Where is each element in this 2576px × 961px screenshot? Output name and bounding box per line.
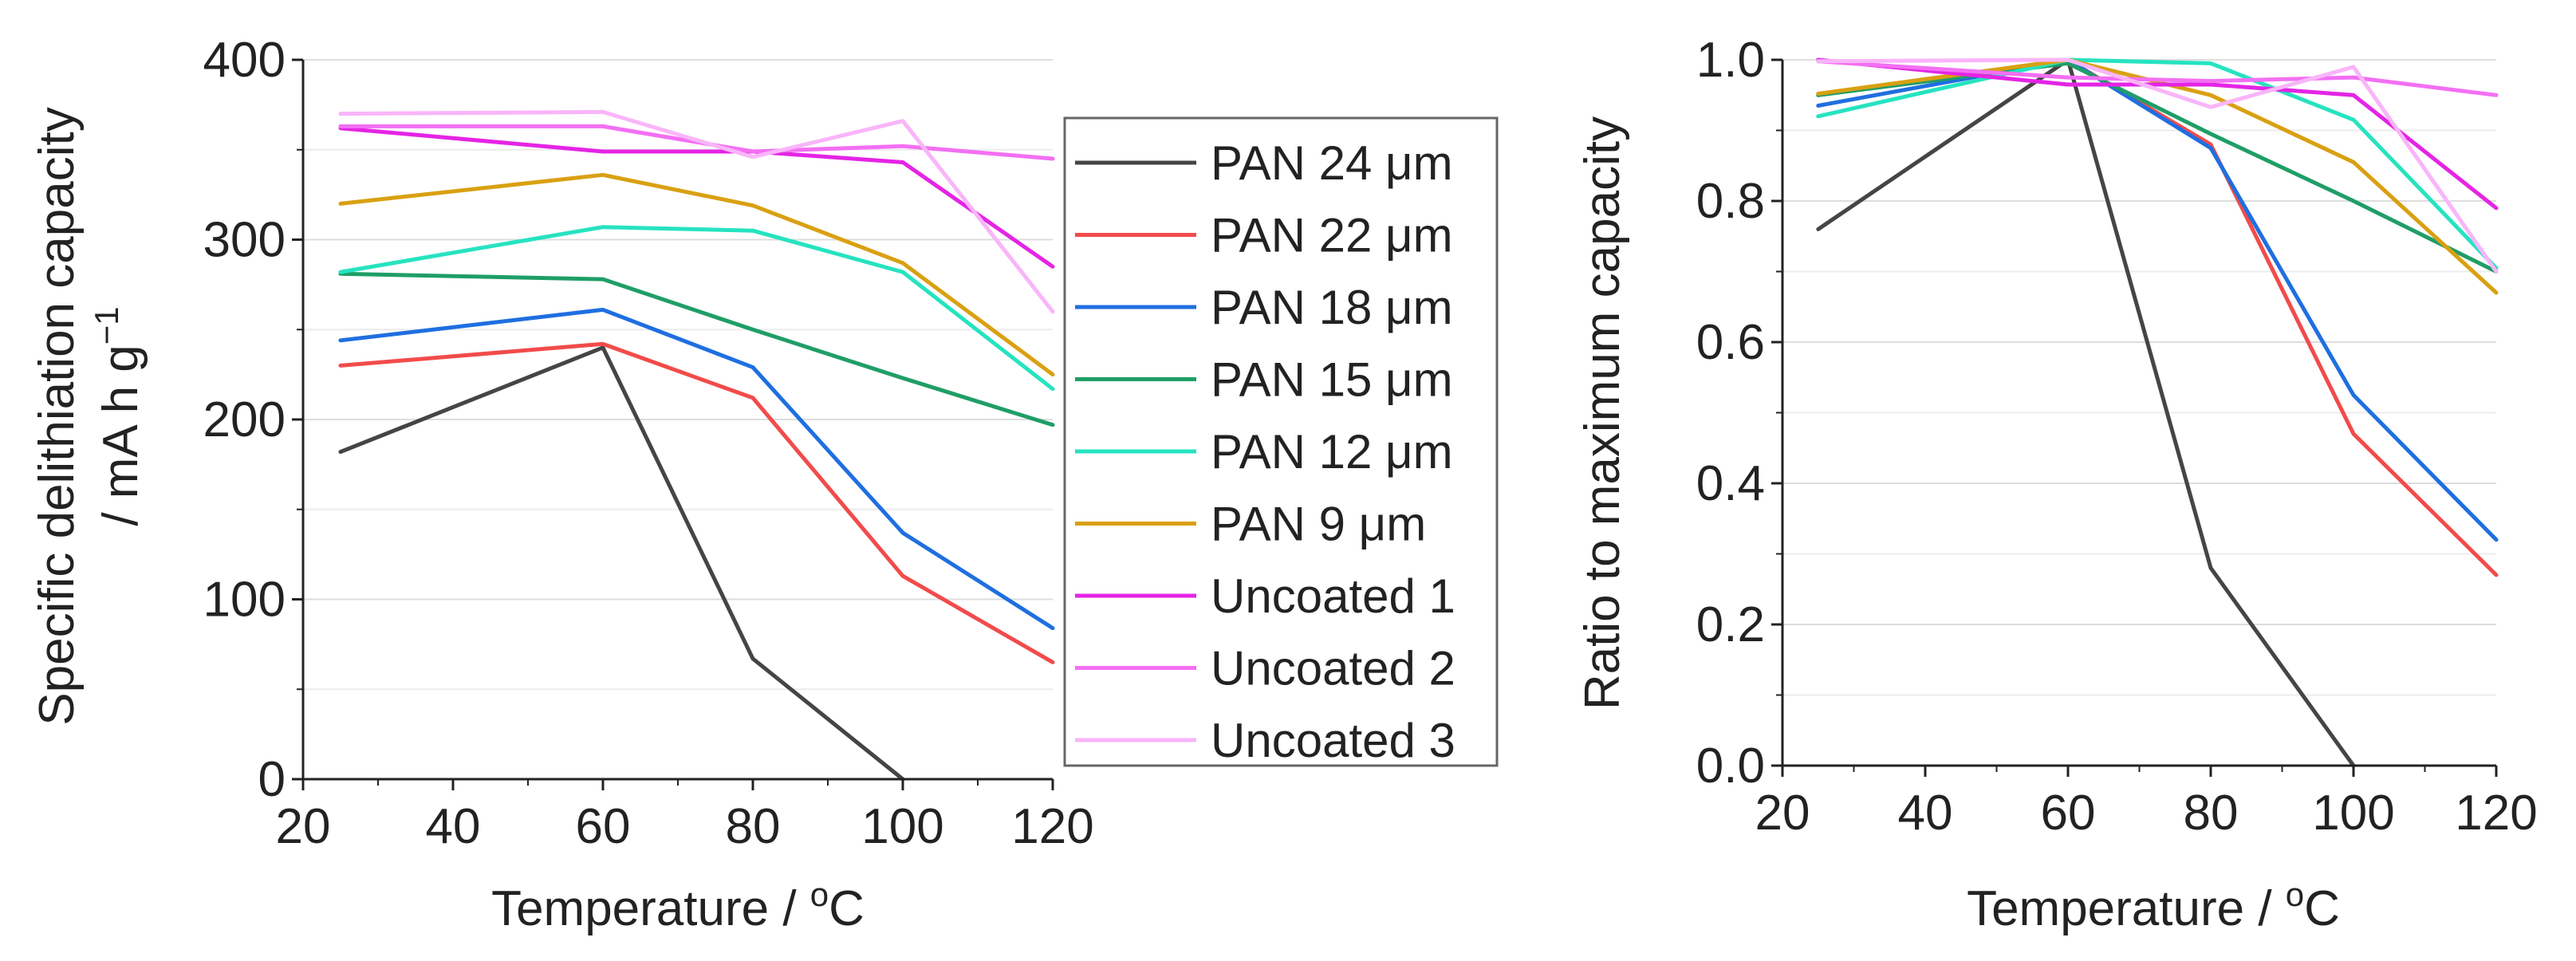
capacity-chart-x-tick-label: 120 <box>1011 799 1093 854</box>
ratio-chart-series-pan-12-m <box>1816 57 2499 270</box>
capacity-chart-x-tick-label: 80 <box>726 799 781 854</box>
legend-label-pan-18-m: PAN 18 μm <box>1211 281 1453 334</box>
capacity-chart-tick-labels: 0 100 200 300 400 20 40 60 80 100 120 <box>203 33 1094 854</box>
capacity-chart: 0 100 200 300 400 20 40 60 80 100 120 Temperature … <box>30 33 1499 936</box>
ratio-chart-x-tick-label: 20 <box>1755 786 1810 841</box>
ratio-chart-series-uncoated-2 <box>1816 59 2499 97</box>
ratio-chart-series-uncoated-3 <box>1816 57 2499 274</box>
legend-label-pan-22-m: PAN 22 μm <box>1211 209 1453 262</box>
capacity-chart-y-tick-label: 300 <box>203 213 286 268</box>
ratio-chart-x-tick-label: 100 <box>2312 786 2394 841</box>
ratio-chart-gridlines <box>1782 59 2496 696</box>
ratio-chart: 0.0 0.2 0.4 0.6 0.8 1.0 20 40 60 80 100 120 Tempera… <box>1575 33 2538 936</box>
ratio-chart-y-tick-label: 0.8 <box>1696 174 1765 229</box>
legend-label-uncoated-2: Uncoated 2 <box>1211 642 1455 695</box>
capacity-chart-y-tick-label: 200 <box>203 392 286 447</box>
capacity-chart-series-pan-15-m <box>338 271 1055 427</box>
capacity-chart-y-axis-title-line1: Specific delithiation capacity <box>30 107 85 725</box>
ratio-chart-x-tick-label: 80 <box>2184 786 2239 841</box>
capacity-chart-series-pan-22-m <box>338 341 1055 664</box>
capacity-chart-series-pan-9-m <box>338 172 1055 377</box>
capacity-chart-x-tick-label: 60 <box>576 799 631 854</box>
ratio-chart-axes <box>1771 58 2498 777</box>
ratio-chart-x-tick-label: 60 <box>2041 786 2096 841</box>
capacity-chart-series-uncoated-3 <box>338 109 1055 314</box>
ratio-chart-x-axis-title: Temperature / oC <box>1967 876 2340 936</box>
capacity-chart-x-tick-label: 40 <box>426 799 481 854</box>
legend-label-pan-9-m: PAN 9 μm <box>1211 498 1426 551</box>
capacity-chart-y-axis-title-line2: / mA h g−1 <box>88 306 148 526</box>
ratio-chart-series-lines <box>1816 57 2499 768</box>
legend-label-pan-12-m: PAN 12 μm <box>1211 425 1453 479</box>
ratio-chart-y-axis-title: Ratio to maximum capacity <box>1575 116 1630 710</box>
capacity-chart-x-axis-title: Temperature / oC <box>491 876 865 936</box>
ratio-chart-x-tick-label: 40 <box>1898 786 1953 841</box>
legend-label-uncoated-1: Uncoated 1 <box>1211 569 1455 623</box>
legend-label-pan-24-m: PAN 24 μm <box>1211 136 1453 190</box>
ratio-chart-y-tick-label: 0.6 <box>1696 315 1765 370</box>
ratio-chart-tick-labels: 0.0 0.2 0.4 0.6 0.8 1.0 20 40 60 80 100 120 <box>1696 33 2538 841</box>
ratio-chart-y-tick-label: 0.0 <box>1696 738 1765 794</box>
capacity-chart-y-tick-label: 400 <box>203 33 286 88</box>
capacity-chart-x-tick-label: 20 <box>276 799 331 854</box>
ratio-chart-y-tick-label: 0.4 <box>1696 456 1765 511</box>
legend-box <box>1063 116 1499 767</box>
capacity-chart-series-pan-18-m <box>338 307 1055 631</box>
capacity-chart-x-tick-label: 100 <box>861 799 943 854</box>
capacity-chart-series-uncoated-2 <box>338 124 1055 161</box>
capacity-chart-series-pan-12-m <box>338 225 1055 392</box>
capacity-chart-series-lines <box>338 109 1055 782</box>
ratio-chart-y-tick-label: 0.2 <box>1696 597 1765 652</box>
legend-label-uncoated-3: Uncoated 3 <box>1211 714 1455 767</box>
legend-label-pan-15-m: PAN 15 μm <box>1211 353 1453 407</box>
ratio-chart-x-tick-label: 120 <box>2455 786 2537 841</box>
capacity-chart-series-pan-24-m <box>338 345 905 782</box>
ratio-chart-y-tick-label: 1.0 <box>1696 33 1765 88</box>
capacity-chart-axes <box>292 58 1054 790</box>
capacity-chart-y-tick-label: 100 <box>203 573 286 628</box>
ratio-chart-series-pan-24-m <box>1816 57 2356 768</box>
capacity-chart-y-tick-label: 0 <box>258 752 286 807</box>
capacity-chart-legend: PAN 24 μm PAN 22 μm PAN 18 μm PAN 15 μm PAN … <box>1063 116 1499 767</box>
